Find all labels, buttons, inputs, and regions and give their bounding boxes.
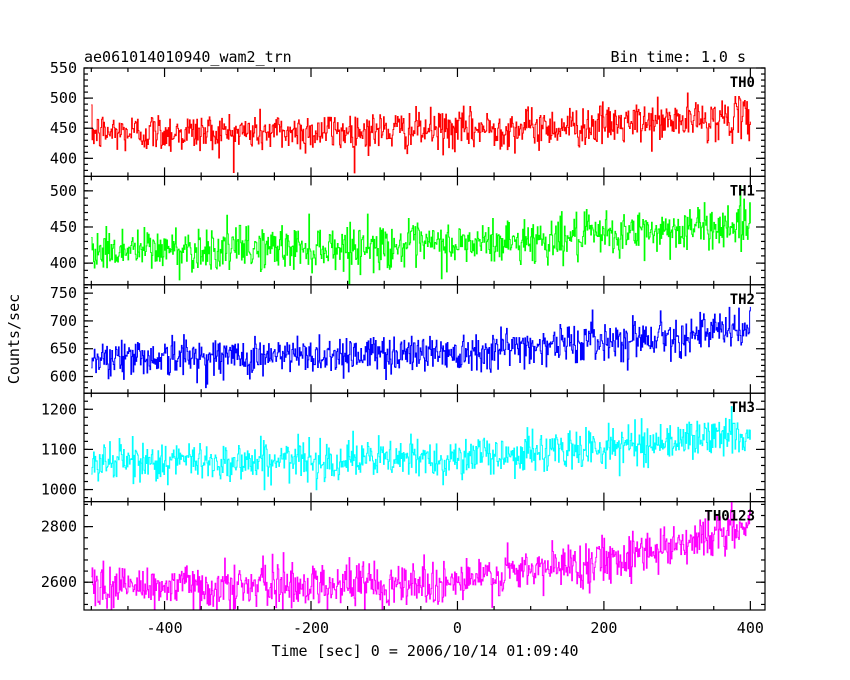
x-axis: -400 -200 0 200 400: [146, 619, 763, 637]
y-tick-label: 550: [50, 59, 77, 77]
y-tick-label: 600: [50, 368, 77, 386]
chart-subtitle: Bin time: 1.0 s: [611, 48, 746, 66]
x-tick-label: 200: [590, 619, 617, 637]
panel-th3: 1000 1100 1200 TH3: [41, 392, 766, 503]
y-tick-label: 750: [50, 284, 77, 302]
series-line-th1: [91, 185, 751, 285]
series-line-th0123: [91, 501, 751, 611]
y-tick-label: 650: [50, 340, 77, 358]
y-tick-label: 400: [50, 254, 77, 272]
x-tick-label: 400: [737, 619, 764, 637]
y-tick-label: 2600: [41, 573, 77, 591]
y-tick-label: 700: [50, 312, 77, 330]
panel-frame: [83, 501, 766, 611]
panel-th0: 400 450 500 550 TH0: [50, 59, 766, 178]
panel-th1: 400 450 500 TH1: [50, 175, 766, 286]
y-tick-label: 500: [50, 89, 77, 107]
y-axis-label: Counts/sec: [5, 294, 23, 384]
series-line-th2: [91, 306, 751, 389]
y-tick-label: 1200: [41, 400, 77, 418]
series-label-th3: TH3: [730, 400, 755, 416]
chart-title: ae061014010940_wam2_trn: [84, 48, 292, 66]
series-line-th0: [91, 92, 751, 174]
y-tick-label: 1100: [41, 440, 77, 458]
series-line-th3: [91, 406, 751, 491]
x-axis-label: Time [sec] 0 = 2006/10/14 01:09:40: [271, 642, 578, 660]
y-tick-label: 400: [50, 149, 77, 167]
y-tick-label: 1000: [41, 481, 77, 499]
y-tick-label: 450: [50, 218, 77, 236]
x-tick-label: -200: [293, 619, 329, 637]
x-tick-label: 0: [453, 619, 462, 637]
series-label-th2: TH2: [730, 292, 755, 308]
y-tick-label: 2800: [41, 518, 77, 536]
series-label-th0123: TH0123: [704, 509, 755, 525]
y-tick-label: 450: [50, 119, 77, 137]
panels: 400 450 500 550 TH0 400 450 500 TH1 600 650 700 750 T…: [41, 59, 766, 611]
series-label-th0: TH0: [730, 75, 755, 91]
panel-th2: 600 650 700 750 TH2: [50, 284, 766, 394]
x-tick-label: -400: [146, 619, 182, 637]
panel-th0123: 2600 2800 TH0123: [41, 501, 766, 611]
series-label-th1: TH1: [730, 183, 755, 199]
y-tick-label: 500: [50, 182, 77, 200]
